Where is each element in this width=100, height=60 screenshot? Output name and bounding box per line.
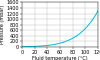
Y-axis label: Pressure (mbar): Pressure (mbar) <box>0 5 5 44</box>
X-axis label: Fluid temperature (°C): Fluid temperature (°C) <box>32 56 88 60</box>
